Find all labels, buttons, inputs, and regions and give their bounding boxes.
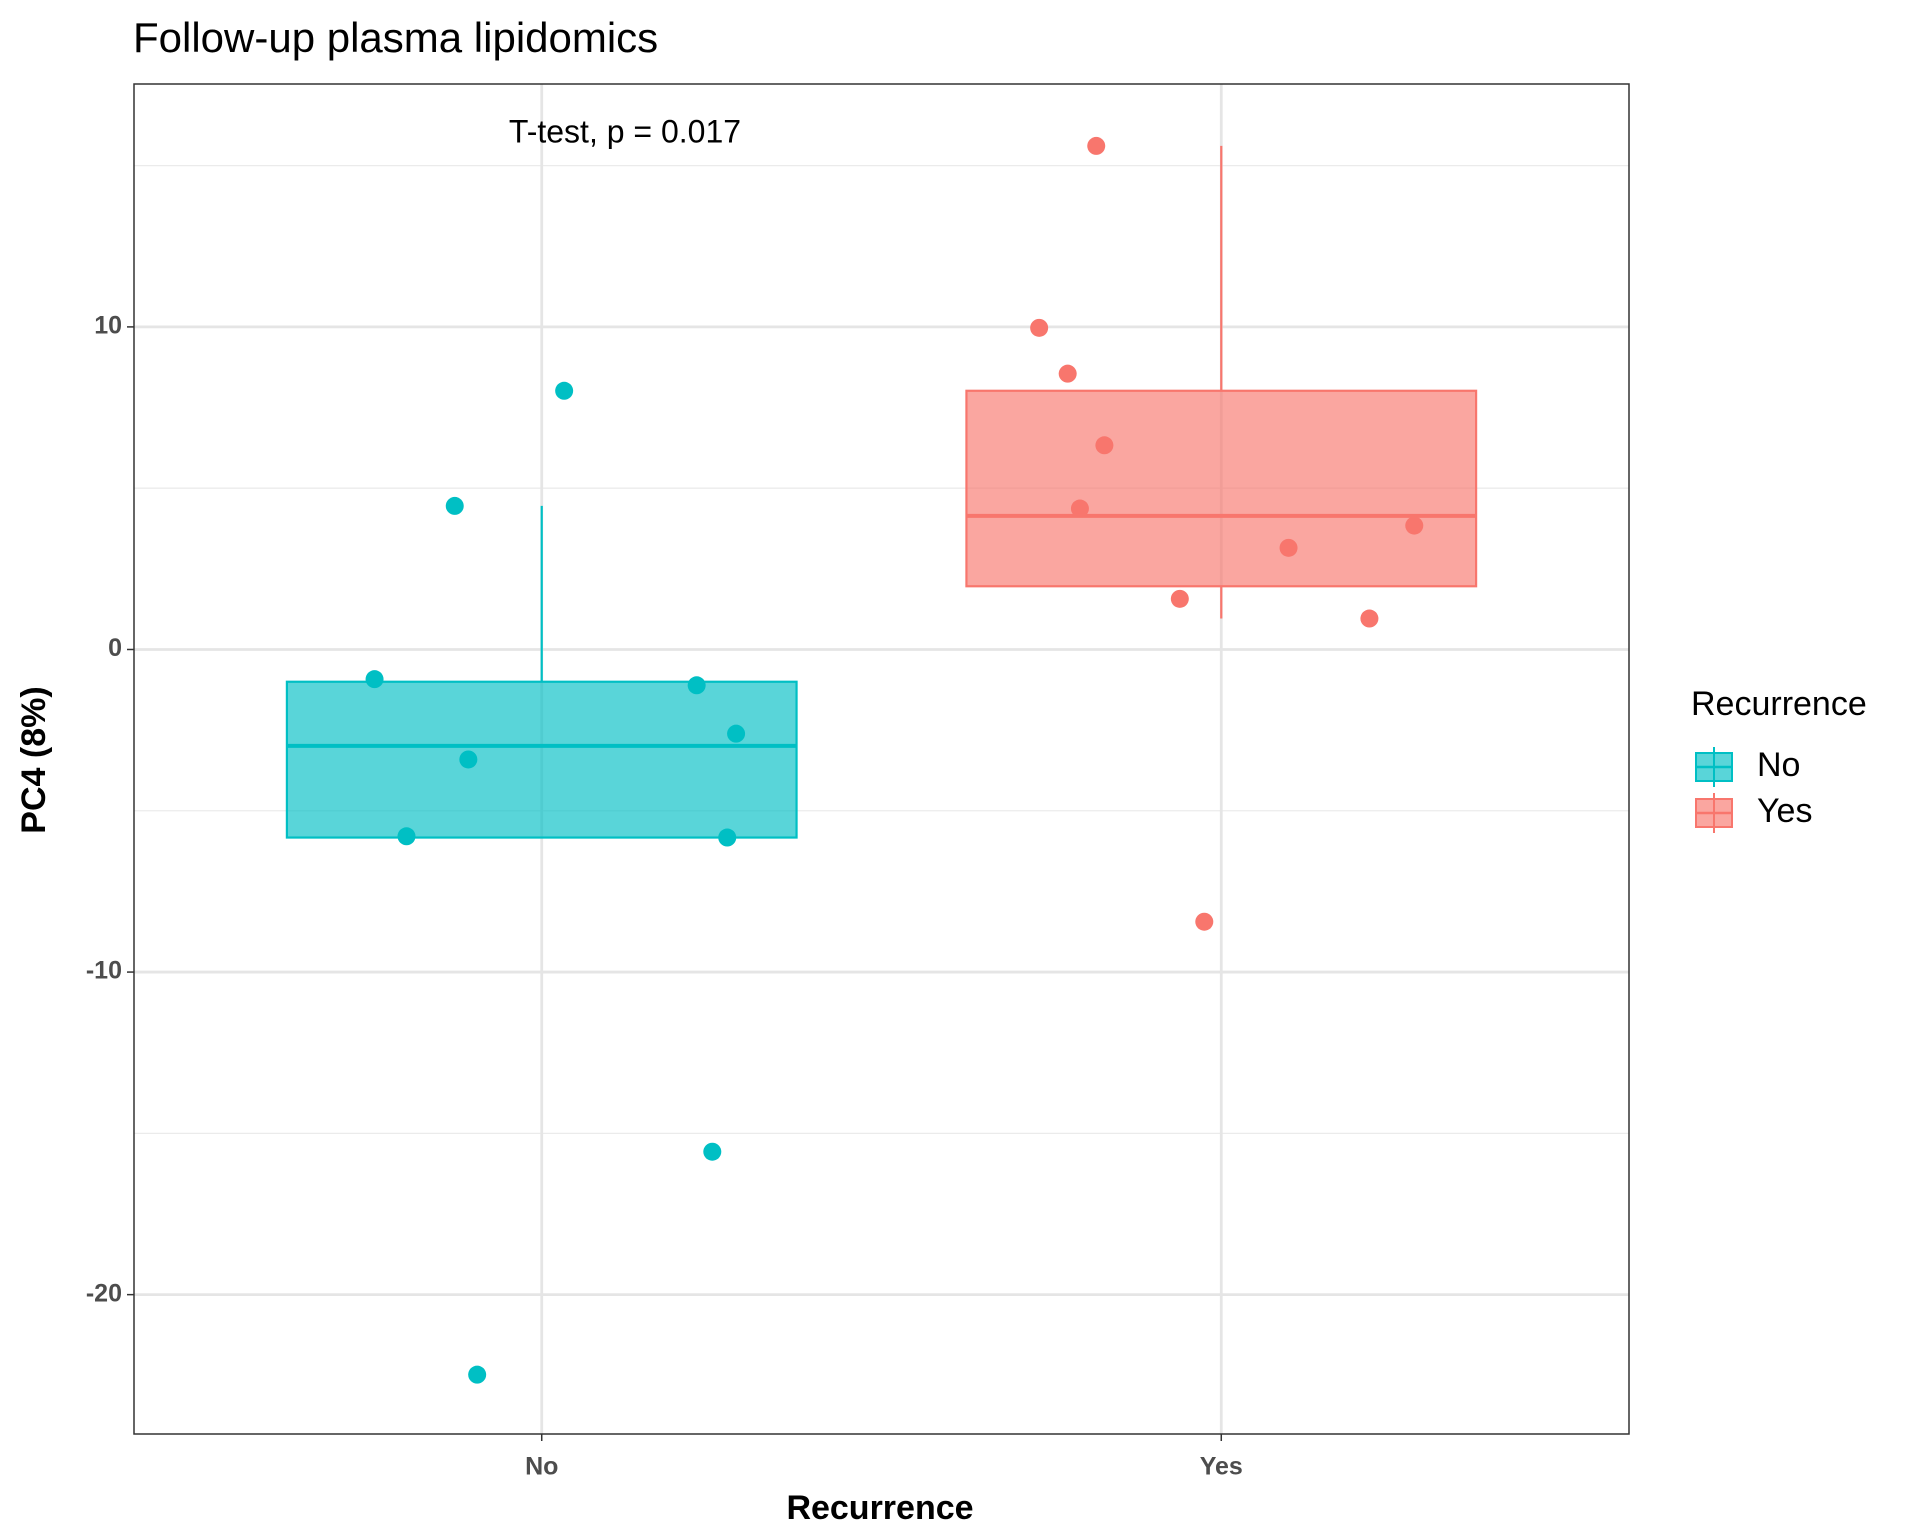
y-axis-title: PC4 (8%) <box>15 686 53 833</box>
point <box>1030 318 1049 337</box>
x-tick-label: Yes <box>1200 1453 1243 1481</box>
point <box>397 827 416 846</box>
point <box>445 496 464 515</box>
point <box>718 828 737 847</box>
legend-title: Recurrence <box>1691 685 1867 723</box>
y-tick-label: -20 <box>86 1279 122 1307</box>
point <box>468 1365 487 1384</box>
box <box>965 389 1478 588</box>
point <box>1195 912 1214 931</box>
point <box>1279 538 1298 557</box>
point <box>365 670 384 689</box>
chart-title: Follow-up plasma lipidomics <box>133 14 658 61</box>
y-tick-label: -10 <box>86 957 122 985</box>
point <box>703 1142 722 1161</box>
point <box>727 724 746 743</box>
x-axis-title: Recurrence <box>786 1489 973 1527</box>
point <box>1087 136 1106 155</box>
point <box>459 750 478 769</box>
legend-label: Yes <box>1757 792 1812 830</box>
point <box>1095 436 1114 455</box>
point <box>1360 609 1379 628</box>
x-tick-label: No <box>525 1453 558 1481</box>
point <box>555 381 574 400</box>
annotation: T-test, p = 0.017 <box>509 113 741 149</box>
y-tick-label: 10 <box>94 312 122 340</box>
point <box>1070 499 1089 518</box>
box <box>285 680 798 839</box>
point <box>687 676 706 695</box>
point <box>1170 589 1189 608</box>
y-tick-label: 0 <box>108 634 122 662</box>
legend-label: No <box>1757 746 1800 784</box>
panel-border <box>133 83 1630 1435</box>
point <box>1058 364 1077 383</box>
point <box>1405 516 1424 535</box>
